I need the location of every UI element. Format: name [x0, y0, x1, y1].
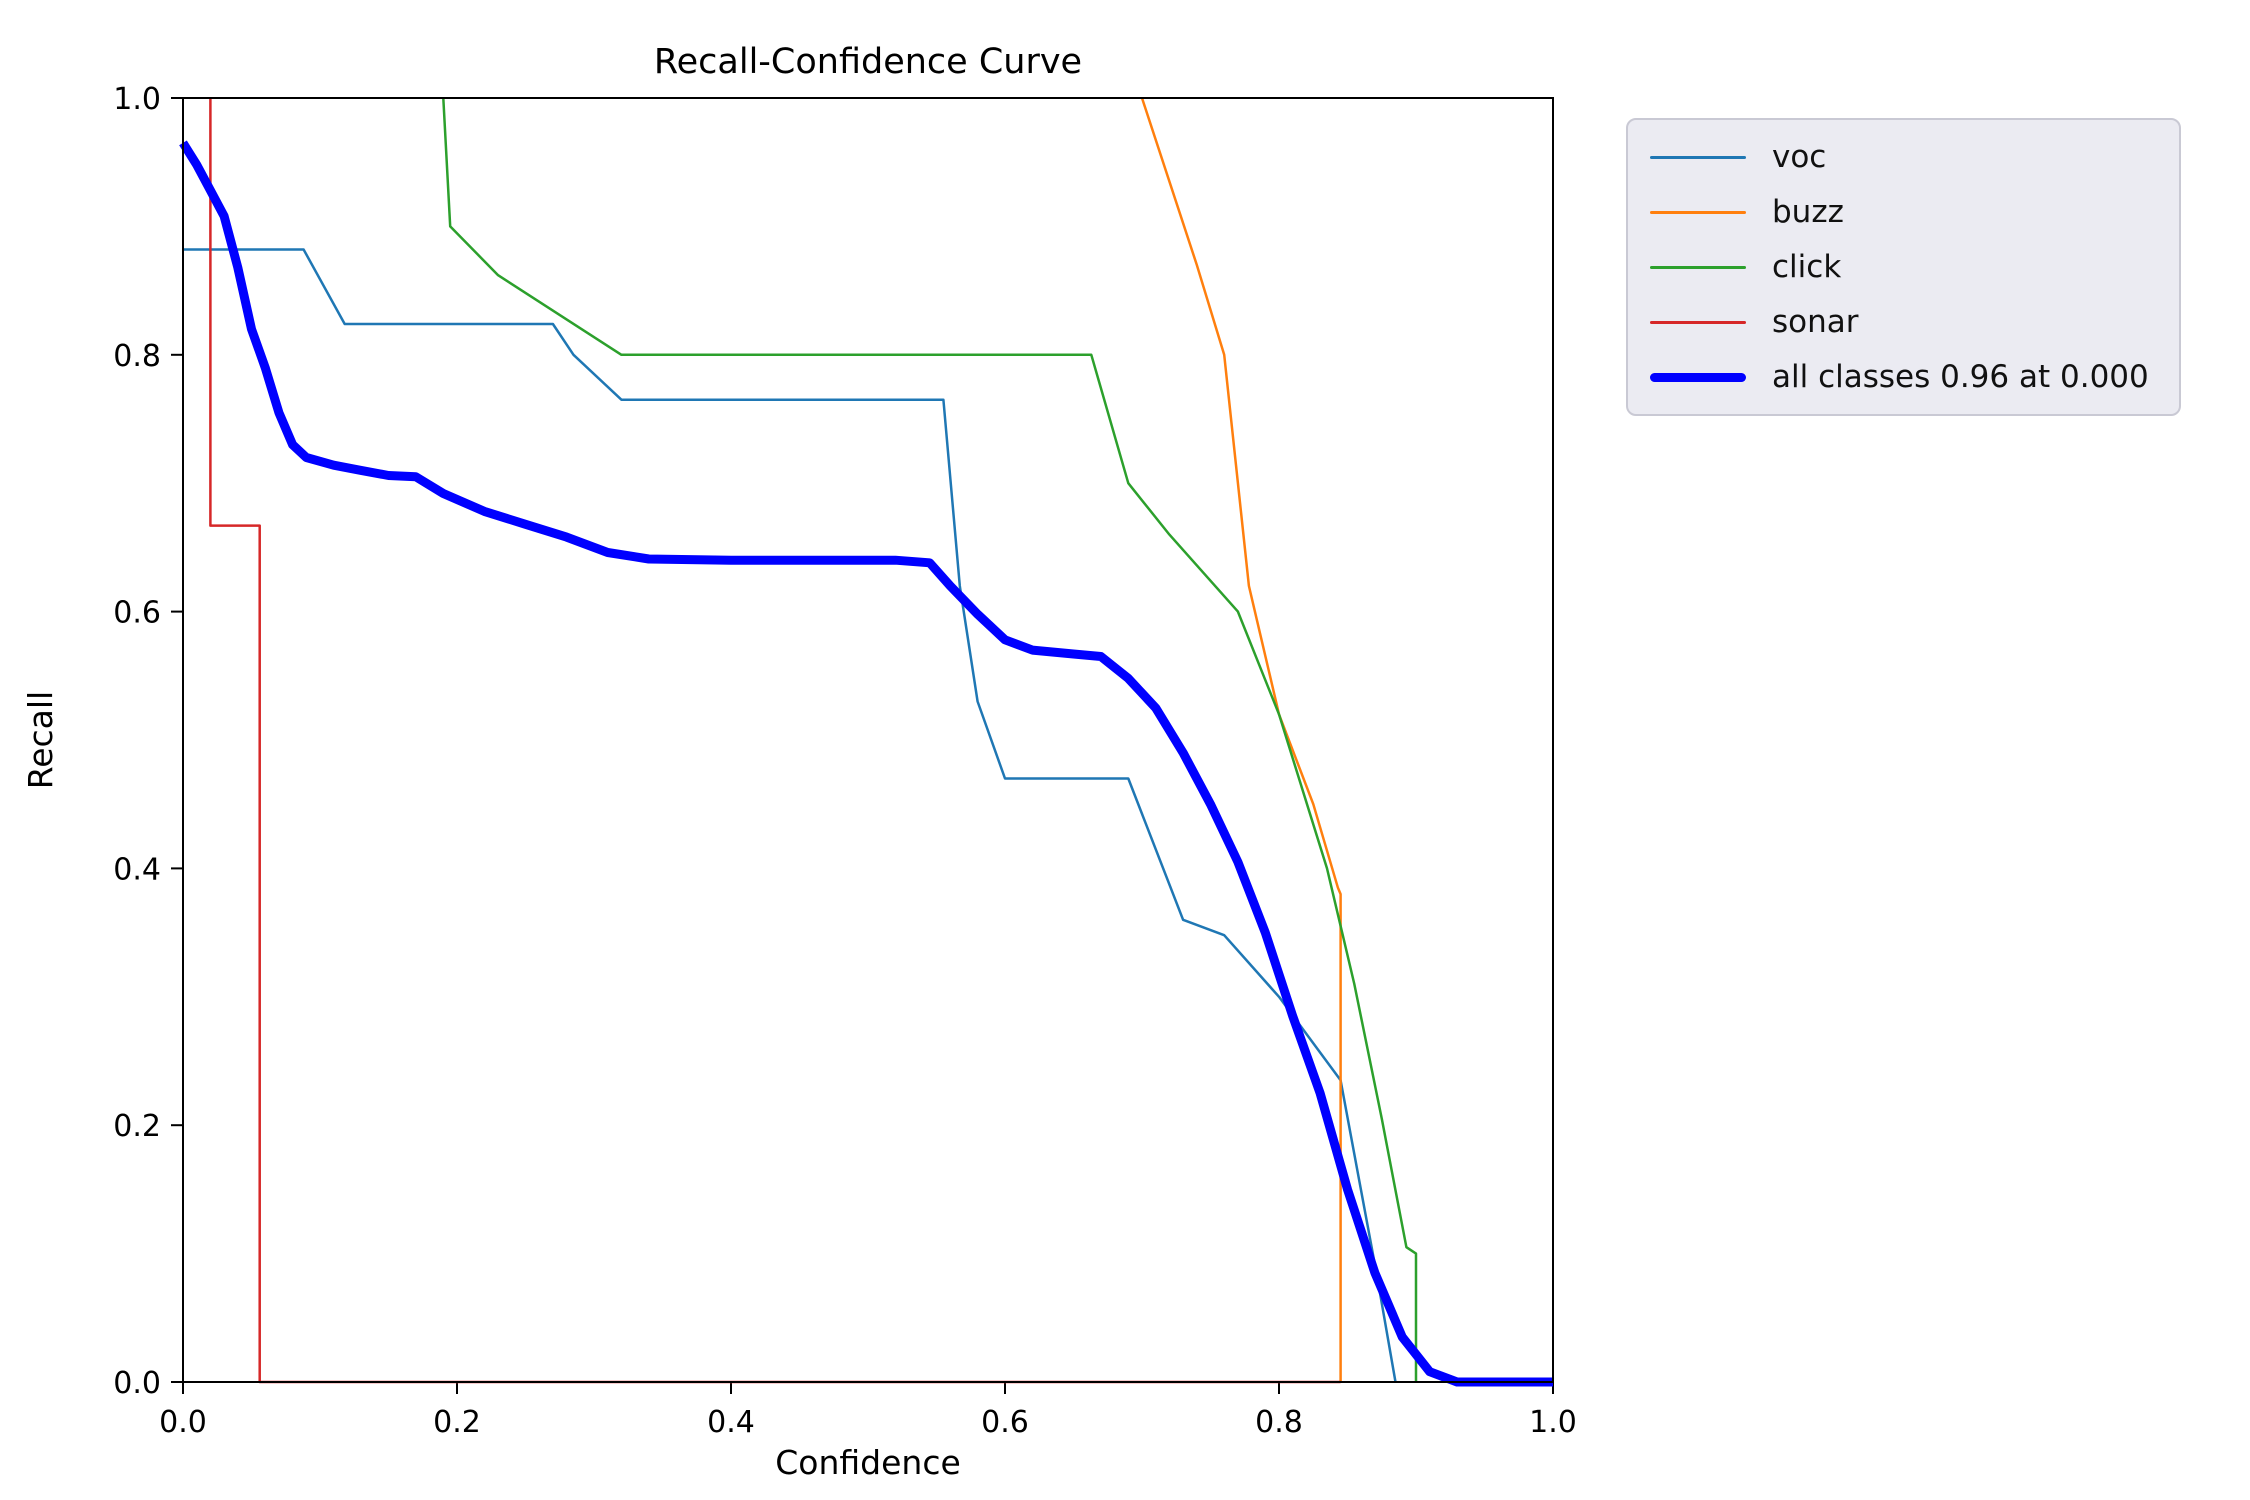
legend-item-voc: voc: [1650, 136, 2149, 178]
y-tick-label: 0.2: [113, 1109, 161, 1144]
series-line-click: [442, 97, 1418, 1382]
legend-item-buzz: buzz: [1650, 191, 2149, 233]
x-tick-label: 0.2: [433, 1405, 481, 1440]
x-tick-label: 0.8: [1255, 1405, 1303, 1440]
legend-line-sample: [1650, 210, 1746, 214]
legend-label: buzz: [1772, 194, 1844, 230]
y-tick-label: 0.8: [113, 339, 161, 374]
series-line-all: [179, 140, 1553, 1387]
legend-label: voc: [1772, 139, 1827, 175]
x-tick-label: 1.0: [1529, 1405, 1577, 1440]
plot-border: [182, 97, 1554, 1383]
legend-item-click: click: [1650, 246, 2149, 288]
x-tick-label: 0.4: [707, 1405, 755, 1440]
legend-item-sonar: sonar: [1650, 301, 2149, 343]
y-tick-label: 0.6: [113, 596, 161, 631]
legend-label: sonar: [1772, 304, 1859, 340]
legend-line-sample: [1650, 155, 1746, 159]
y-axis-label: Recall: [21, 691, 60, 789]
plot-area: 0.0 0.2 0.4 0.6 0.8 1.0 0.0 0.2 0.4 0.6 0.8 1.0: [113, 82, 1577, 1440]
y-tick-label: 0.0: [113, 1366, 161, 1401]
y-tick-label: 0.4: [113, 852, 161, 887]
x-tick-label: 0.0: [159, 1405, 207, 1440]
legend-line-sample: [1650, 320, 1746, 324]
legend: voc buzz click sonar all classes 0.96 at 0.0…: [1626, 118, 2181, 416]
x-tick-label: 0.6: [981, 1405, 1029, 1440]
legend-item-all: all classes 0.96 at 0.000: [1650, 356, 2149, 398]
legend-label: all classes 0.96 at 0.000: [1772, 359, 2149, 395]
chart-title: Recall-Confidence Curve: [654, 42, 1082, 82]
x-axis-label: Confidence: [775, 1443, 961, 1482]
legend-label: click: [1772, 249, 1842, 285]
legend-line-sample: [1650, 265, 1746, 269]
y-tick-label: 1.0: [113, 82, 161, 117]
legend-line-sample: [1650, 372, 1746, 382]
